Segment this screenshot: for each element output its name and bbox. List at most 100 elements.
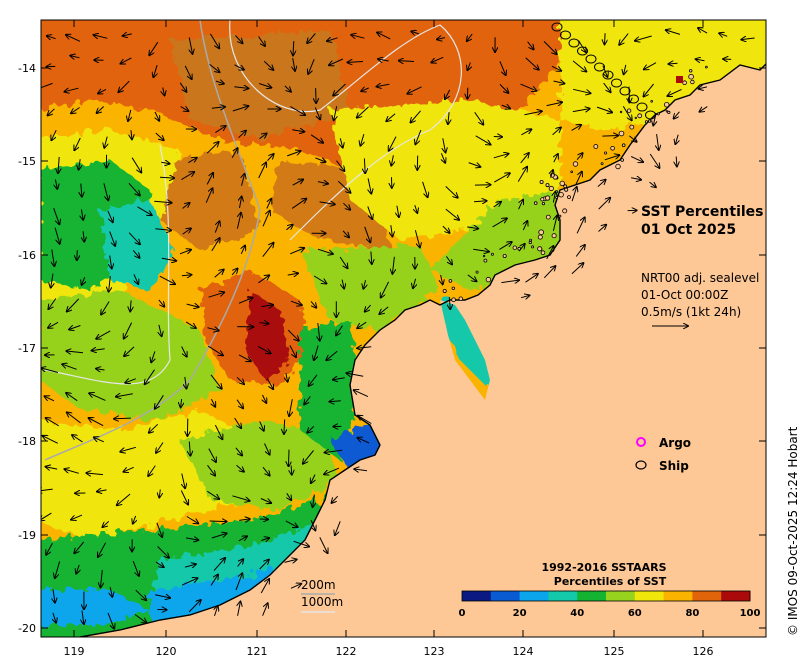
current-vector (546, 246, 554, 260)
current-info-line3: 0.5m/s (1kt 24h) (641, 305, 741, 319)
current-vector (314, 345, 319, 361)
current-vector (207, 328, 219, 331)
current-vector (103, 521, 110, 527)
island (540, 250, 546, 256)
ship-track-point (611, 78, 622, 88)
current-vector (64, 469, 79, 474)
current-vector (163, 87, 165, 96)
island (610, 146, 615, 151)
current-vector (443, 138, 446, 152)
current-vector (605, 33, 606, 44)
current-vector (578, 40, 586, 53)
ship-track-point (602, 70, 614, 80)
current-vector (51, 273, 53, 288)
current-vector (76, 564, 79, 574)
current-vector (336, 325, 343, 336)
colorbar-tick-label: 20 (513, 608, 527, 619)
current-vector (94, 35, 108, 38)
island (621, 143, 626, 148)
ship-track-point (577, 46, 588, 56)
current-vector (124, 322, 133, 339)
current-vector (74, 541, 85, 553)
current-vector (128, 232, 140, 245)
current-vector (348, 62, 364, 63)
current-vector (304, 396, 311, 404)
current-vector (310, 134, 323, 143)
island (475, 270, 479, 274)
current-vector (629, 86, 630, 103)
current-vector (448, 112, 449, 124)
current-vector (309, 374, 318, 386)
current-vector (55, 179, 57, 189)
current-vector (155, 561, 164, 567)
current-vector (741, 38, 755, 40)
current-vector (98, 89, 107, 93)
current-vector (238, 298, 253, 304)
current-vector (215, 606, 218, 617)
current-vector (363, 280, 365, 289)
island (593, 144, 599, 149)
current-vector (319, 537, 328, 553)
current-vector (132, 560, 139, 576)
current-vector (602, 136, 618, 137)
current-vector (114, 418, 131, 419)
current-vector (53, 612, 56, 623)
current-vector (47, 36, 56, 39)
current-vector (285, 520, 298, 527)
current-vector (571, 187, 577, 202)
current-vector (55, 561, 61, 578)
island (448, 279, 453, 283)
current-vector (181, 578, 197, 586)
current-vector (449, 296, 450, 309)
island (637, 113, 643, 119)
current-vector (266, 378, 273, 389)
current-vector (346, 373, 364, 376)
island (705, 65, 708, 69)
current-vector (467, 33, 473, 41)
current-vector (234, 417, 242, 428)
current-vector (342, 230, 349, 237)
current-vector (97, 106, 105, 114)
colorbar-segment (606, 591, 636, 601)
island (615, 163, 621, 170)
y-tick-label: -15 (18, 155, 36, 168)
colorbar-tick-label: 80 (685, 608, 699, 619)
current-vector (597, 180, 606, 187)
current-vector (231, 148, 237, 158)
current-vector (644, 62, 657, 70)
y-tick-label: -20 (18, 622, 36, 635)
island (570, 170, 573, 174)
current-vector (181, 172, 194, 181)
current-vector (77, 250, 78, 260)
current-vector (151, 351, 155, 362)
current-vector (501, 280, 519, 283)
current-vector (473, 201, 487, 202)
current-vector (74, 137, 81, 150)
current-vector (619, 33, 629, 45)
island (483, 258, 488, 263)
current-vector (52, 249, 55, 267)
current-vector (259, 323, 268, 324)
ship-track-point (568, 38, 580, 48)
island (618, 130, 625, 137)
current-vector (343, 202, 350, 210)
current-vector (128, 182, 140, 195)
current-vector (184, 65, 192, 79)
current-vector (101, 570, 103, 587)
current-vector (314, 107, 320, 120)
current-vector (189, 37, 192, 54)
current-vector (107, 612, 114, 629)
current-vector (89, 393, 106, 401)
island (644, 120, 649, 124)
current-vector (351, 35, 365, 38)
current-vector (546, 102, 563, 105)
island (564, 187, 569, 192)
current-vector (554, 154, 558, 163)
current-vector (82, 610, 84, 624)
current-vector (415, 205, 418, 213)
island (538, 229, 544, 236)
current-vector (499, 84, 508, 93)
island (555, 196, 558, 199)
current-vector (377, 84, 390, 86)
